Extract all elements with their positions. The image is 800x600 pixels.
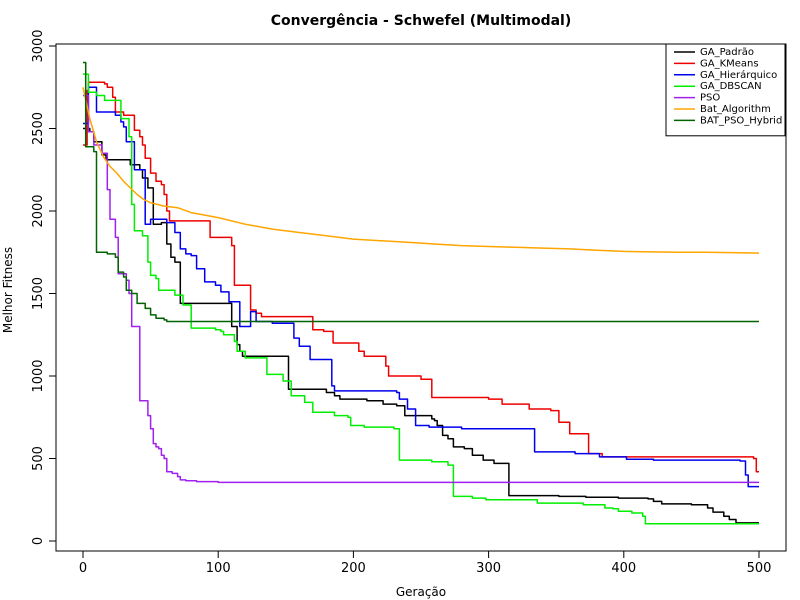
legend-label: GA_DBSCAN [700, 81, 762, 92]
series-line-5 [82, 87, 760, 254]
series-line-3 [83, 73, 759, 525]
series-line-1 [83, 81, 759, 473]
x-tick-label: 100 [206, 561, 231, 576]
x-tick-label: 400 [611, 561, 636, 576]
y-tick-label: 3000 [31, 29, 46, 62]
y-tick-label: 1000 [31, 359, 46, 392]
plot-lines [82, 61, 760, 525]
x-axis: 0 100 200 300 400 500 [79, 551, 772, 576]
chart-title: Convergência - Schwefel (Multimodal) [271, 13, 571, 29]
x-axis-title: Geração [396, 585, 446, 599]
y-axis-title: Melhor Fitness [1, 247, 15, 333]
legend-label: GA_Padrão [700, 47, 754, 58]
x-tick-label: 500 [747, 561, 772, 576]
x-tick-label: 300 [476, 561, 501, 576]
y-tick-label: 1500 [31, 277, 46, 310]
y-axis: 0 500 1000 1500 2000 2500 3000 [31, 29, 56, 545]
legend: GA_PadrãoGA_KMeansGA_HierárquicoGA_DBSCA… [665, 43, 786, 137]
legend-label: GA_Hierárquico [700, 69, 777, 81]
y-tick-label: 2500 [31, 112, 46, 145]
legend-label: Bat_Algorithm [700, 104, 771, 115]
y-tick-label: 0 [31, 537, 46, 545]
x-tick-label: 200 [341, 561, 366, 576]
legend-label: BAT_PSO_Hybrid [700, 115, 782, 126]
series-line-4 [83, 94, 759, 484]
plot-frame [55, 43, 787, 552]
series-line-2 [83, 86, 759, 488]
series-line-0 [83, 127, 759, 524]
legend-label: PSO [700, 93, 720, 104]
x-tick-label: 0 [79, 561, 87, 576]
series-line-6 [83, 61, 759, 323]
y-tick-label: 500 [31, 446, 46, 471]
y-tick-label: 2000 [31, 194, 46, 227]
legend-label: GA_KMeans [700, 58, 759, 69]
